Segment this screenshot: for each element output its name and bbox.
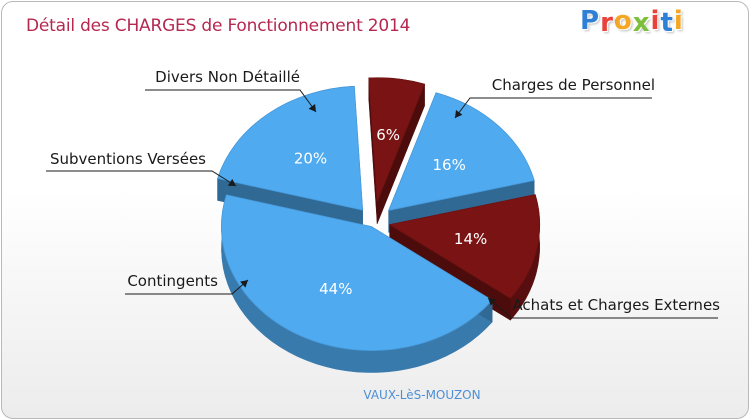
slice-percent-label: 6% (376, 126, 400, 144)
logo-letter: i (650, 6, 661, 36)
pie-slice (388, 194, 541, 299)
callouts: Charges de Personnel Achats et Charges Ex… (46, 68, 720, 319)
callout-arrow (455, 110, 463, 118)
slice-category-label: Charges de Personnel (492, 76, 655, 94)
pie-slice (221, 194, 493, 351)
slice-percent-label: 20% (294, 149, 327, 167)
callout-arrow (488, 298, 496, 306)
logo-letter: o (613, 6, 633, 36)
slice-percent-label: 16% (433, 156, 466, 174)
logo-letter: x (632, 8, 651, 38)
pie-slice (368, 77, 426, 202)
pie-slice (388, 92, 535, 211)
pie-tops: 14% 44% 20% 6% 16% (217, 77, 541, 351)
slice-percent-label: 14% (454, 230, 487, 248)
callout-line (46, 170, 237, 187)
slice-category-label: Achats et Charges Externes (512, 296, 720, 314)
logo-letter: i (673, 6, 684, 36)
logo-letter: P (580, 6, 601, 36)
chart-subtitle: VAUX-LèS-MOUZON (363, 388, 481, 402)
logo-letter: t (660, 8, 674, 38)
callout-arrow (227, 178, 236, 186)
callout-line (487, 297, 718, 319)
logo-letter: r (600, 8, 614, 38)
slice-percent-label: 44% (319, 280, 352, 298)
callout-arrow (240, 280, 248, 288)
proxiti-logo: Proxiti (580, 6, 690, 44)
callout-line (145, 89, 317, 113)
chart-title: Détail des CHARGES de Fonctionnement 201… (26, 16, 411, 36)
slice-category-label: Contingents (127, 272, 218, 290)
callout-line (454, 97, 652, 119)
pie-slice (217, 85, 364, 211)
slice-category-label: Subventions Versées (50, 150, 206, 168)
slice-category-label: Divers Non Détaillé (155, 68, 300, 86)
callout-arrow (308, 104, 316, 112)
callout-line (125, 279, 249, 295)
